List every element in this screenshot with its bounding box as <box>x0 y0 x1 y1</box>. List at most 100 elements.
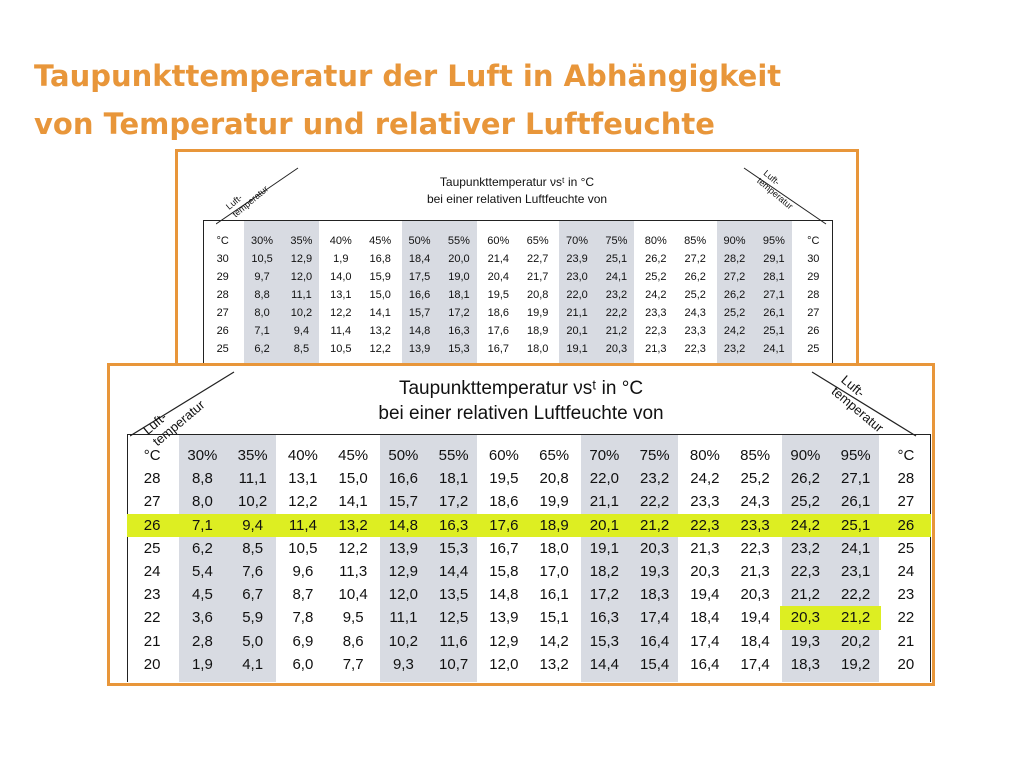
table-cell: 28,2 <box>723 253 746 265</box>
slide-title-line-1: Taupunkttemperatur der Luft in Abhängigk… <box>34 59 782 93</box>
table-cell: 19,5 <box>487 289 510 301</box>
table-cell: 27 <box>807 307 820 319</box>
table-cell: 17,4 <box>640 609 670 627</box>
column-header: 65% <box>526 235 549 247</box>
table-cell: 18,1 <box>448 289 470 301</box>
table-cell: 8,0 <box>254 307 270 319</box>
table-cell: 14,0 <box>330 271 352 283</box>
table-cell: 21,3 <box>690 539 720 557</box>
column-header: °C <box>216 235 229 247</box>
table-cell: 25 <box>807 343 820 355</box>
table-cell: 21,3 <box>740 563 770 581</box>
table-cell: 23 <box>897 586 915 604</box>
header-diagonal-right <box>811 371 917 437</box>
table-cell: 21,3 <box>645 343 667 355</box>
header-diagonal-right <box>743 167 827 225</box>
table-cell: 4,5 <box>191 586 213 604</box>
table-cell: 26,1 <box>763 307 785 319</box>
table-cell: 18,9 <box>529 513 580 537</box>
table-cell: 18,4 <box>408 253 431 265</box>
table-cell: 23 <box>143 586 161 604</box>
table-cell: 22,7 <box>526 253 549 265</box>
table-cell: 13,1 <box>288 470 318 488</box>
table-cell: 16,4 <box>640 632 670 650</box>
slide-title: Taupunkttemperatur der Luft in Abhängigk… <box>34 52 994 148</box>
table-cell: 23,1 <box>841 563 871 581</box>
table-cell: 26 <box>127 513 178 537</box>
column-header: 60% <box>488 447 519 465</box>
table-cell: 28,1 <box>763 271 785 283</box>
table-cell: 6,0 <box>292 655 314 673</box>
table-cell: 25,2 <box>723 307 746 319</box>
table-cell: 27,2 <box>684 253 706 265</box>
table-cell: 23,2 <box>790 539 820 557</box>
column-shade <box>581 434 678 682</box>
table-cell: 21,2 <box>629 513 680 537</box>
table-cell: 24,1 <box>841 539 871 557</box>
column-shade <box>559 220 635 368</box>
table-cell: 18,4 <box>740 632 770 650</box>
table-row: 22 3,6 5,9 7,8 9,5 11,1 12,5 13,9 15,1 16,3 17,4 18… <box>127 606 931 630</box>
column-shade <box>380 434 477 682</box>
table-cell: 27,1 <box>763 289 785 301</box>
table-cell: 10,2 <box>388 632 418 650</box>
table-cell: 24 <box>143 563 161 581</box>
table-cell: 11,3 <box>339 563 368 581</box>
table-cell: 25,1 <box>763 325 785 337</box>
table-cell: 16,3 <box>589 609 619 627</box>
table-cell: 30 <box>216 253 229 265</box>
table-cell: 20,2 <box>841 632 871 650</box>
table-cell: 19,3 <box>790 632 820 650</box>
table-cell: 8,0 <box>191 493 213 511</box>
column-header: 45% <box>369 235 392 247</box>
table-cell: 11,1 <box>291 289 312 301</box>
table-cell: 21 <box>897 632 915 650</box>
table-cell: 8,8 <box>254 289 270 301</box>
table-cell: 21 <box>143 632 161 650</box>
table-cell: 1,9 <box>191 655 213 673</box>
table-cell: 22,0 <box>566 289 588 301</box>
header-diagonal-left <box>130 371 235 437</box>
table-cell: 19,9 <box>526 307 549 319</box>
table-cell: 18,2 <box>589 563 619 581</box>
table-row: 25 6,2 8,5 10,5 12,2 13,9 15,3 16,7 18,0 19,1 20,3… <box>203 340 833 358</box>
table-cell: 22,2 <box>640 493 670 511</box>
table-row: 30 10,5 12,9 1,9 16,8 18,4 20,0 21,4 22,7 23,9 25,… <box>203 250 833 268</box>
table-cell: 9,4 <box>227 513 278 537</box>
table-cell: 13,1 <box>330 289 352 301</box>
overview-grid: °C 30% 35% 40% 45% 50% 55% 60% 65% 70% 75% 80% 85% 90… <box>203 220 833 368</box>
table-heading-line-2: bei einer relativen Luftfeuchte von <box>426 192 608 206</box>
detail-grid: °C 30% 35% 40% 45% 50% 55% 60% 65% 70% 75% 80% 85% 90… <box>127 434 931 682</box>
table-cell: 9,6 <box>292 563 314 581</box>
table-cell: 22,3 <box>684 343 706 355</box>
table-cell: 12,9 <box>388 563 418 581</box>
table-cell: 10,2 <box>238 493 268 511</box>
table-cell: 20,3 <box>690 563 720 581</box>
table-cell: 16,4 <box>690 655 720 673</box>
table-cell: 27 <box>897 493 915 511</box>
table-cell: 19,2 <box>841 655 871 673</box>
table-cell: 13,2 <box>539 655 569 673</box>
table-cell: 24,2 <box>780 513 831 537</box>
table-cell: 29,1 <box>763 253 785 265</box>
table-cell: 30 <box>807 253 820 265</box>
table-cell: 26 <box>216 325 229 337</box>
column-header: 75% <box>605 235 628 247</box>
table-cell: 23,2 <box>723 343 746 355</box>
table-cell: 12,2 <box>369 343 391 355</box>
table-heading-line-1: Taupunkttemperatur νsᵗ in °C <box>398 378 644 399</box>
table-row: 23 4,5 6,7 8,7 10,4 12,0 13,5 14,8 16,1 17,2 18,3 1… <box>127 583 931 606</box>
column-header: 50% <box>408 235 431 247</box>
table-cell: 24 <box>897 563 915 581</box>
table-cell: 12,2 <box>288 493 318 511</box>
table-cell: 7,1 <box>254 325 270 337</box>
table-cell: 20,3 <box>780 606 831 630</box>
table-row: 20 1,9 4,1 6,0 7,7 9,3 10,7 12,0 13,2 14,4 15,4 16,… <box>127 653 931 676</box>
table-cell: 9,4 <box>293 325 310 337</box>
table-cell: 17,2 <box>448 307 470 319</box>
table-cell: 12,5 <box>439 609 469 627</box>
column-header: 85% <box>740 447 771 465</box>
table-cell: 19,3 <box>640 563 670 581</box>
column-header: 80% <box>689 447 720 465</box>
table-cell: 25,2 <box>645 271 667 283</box>
